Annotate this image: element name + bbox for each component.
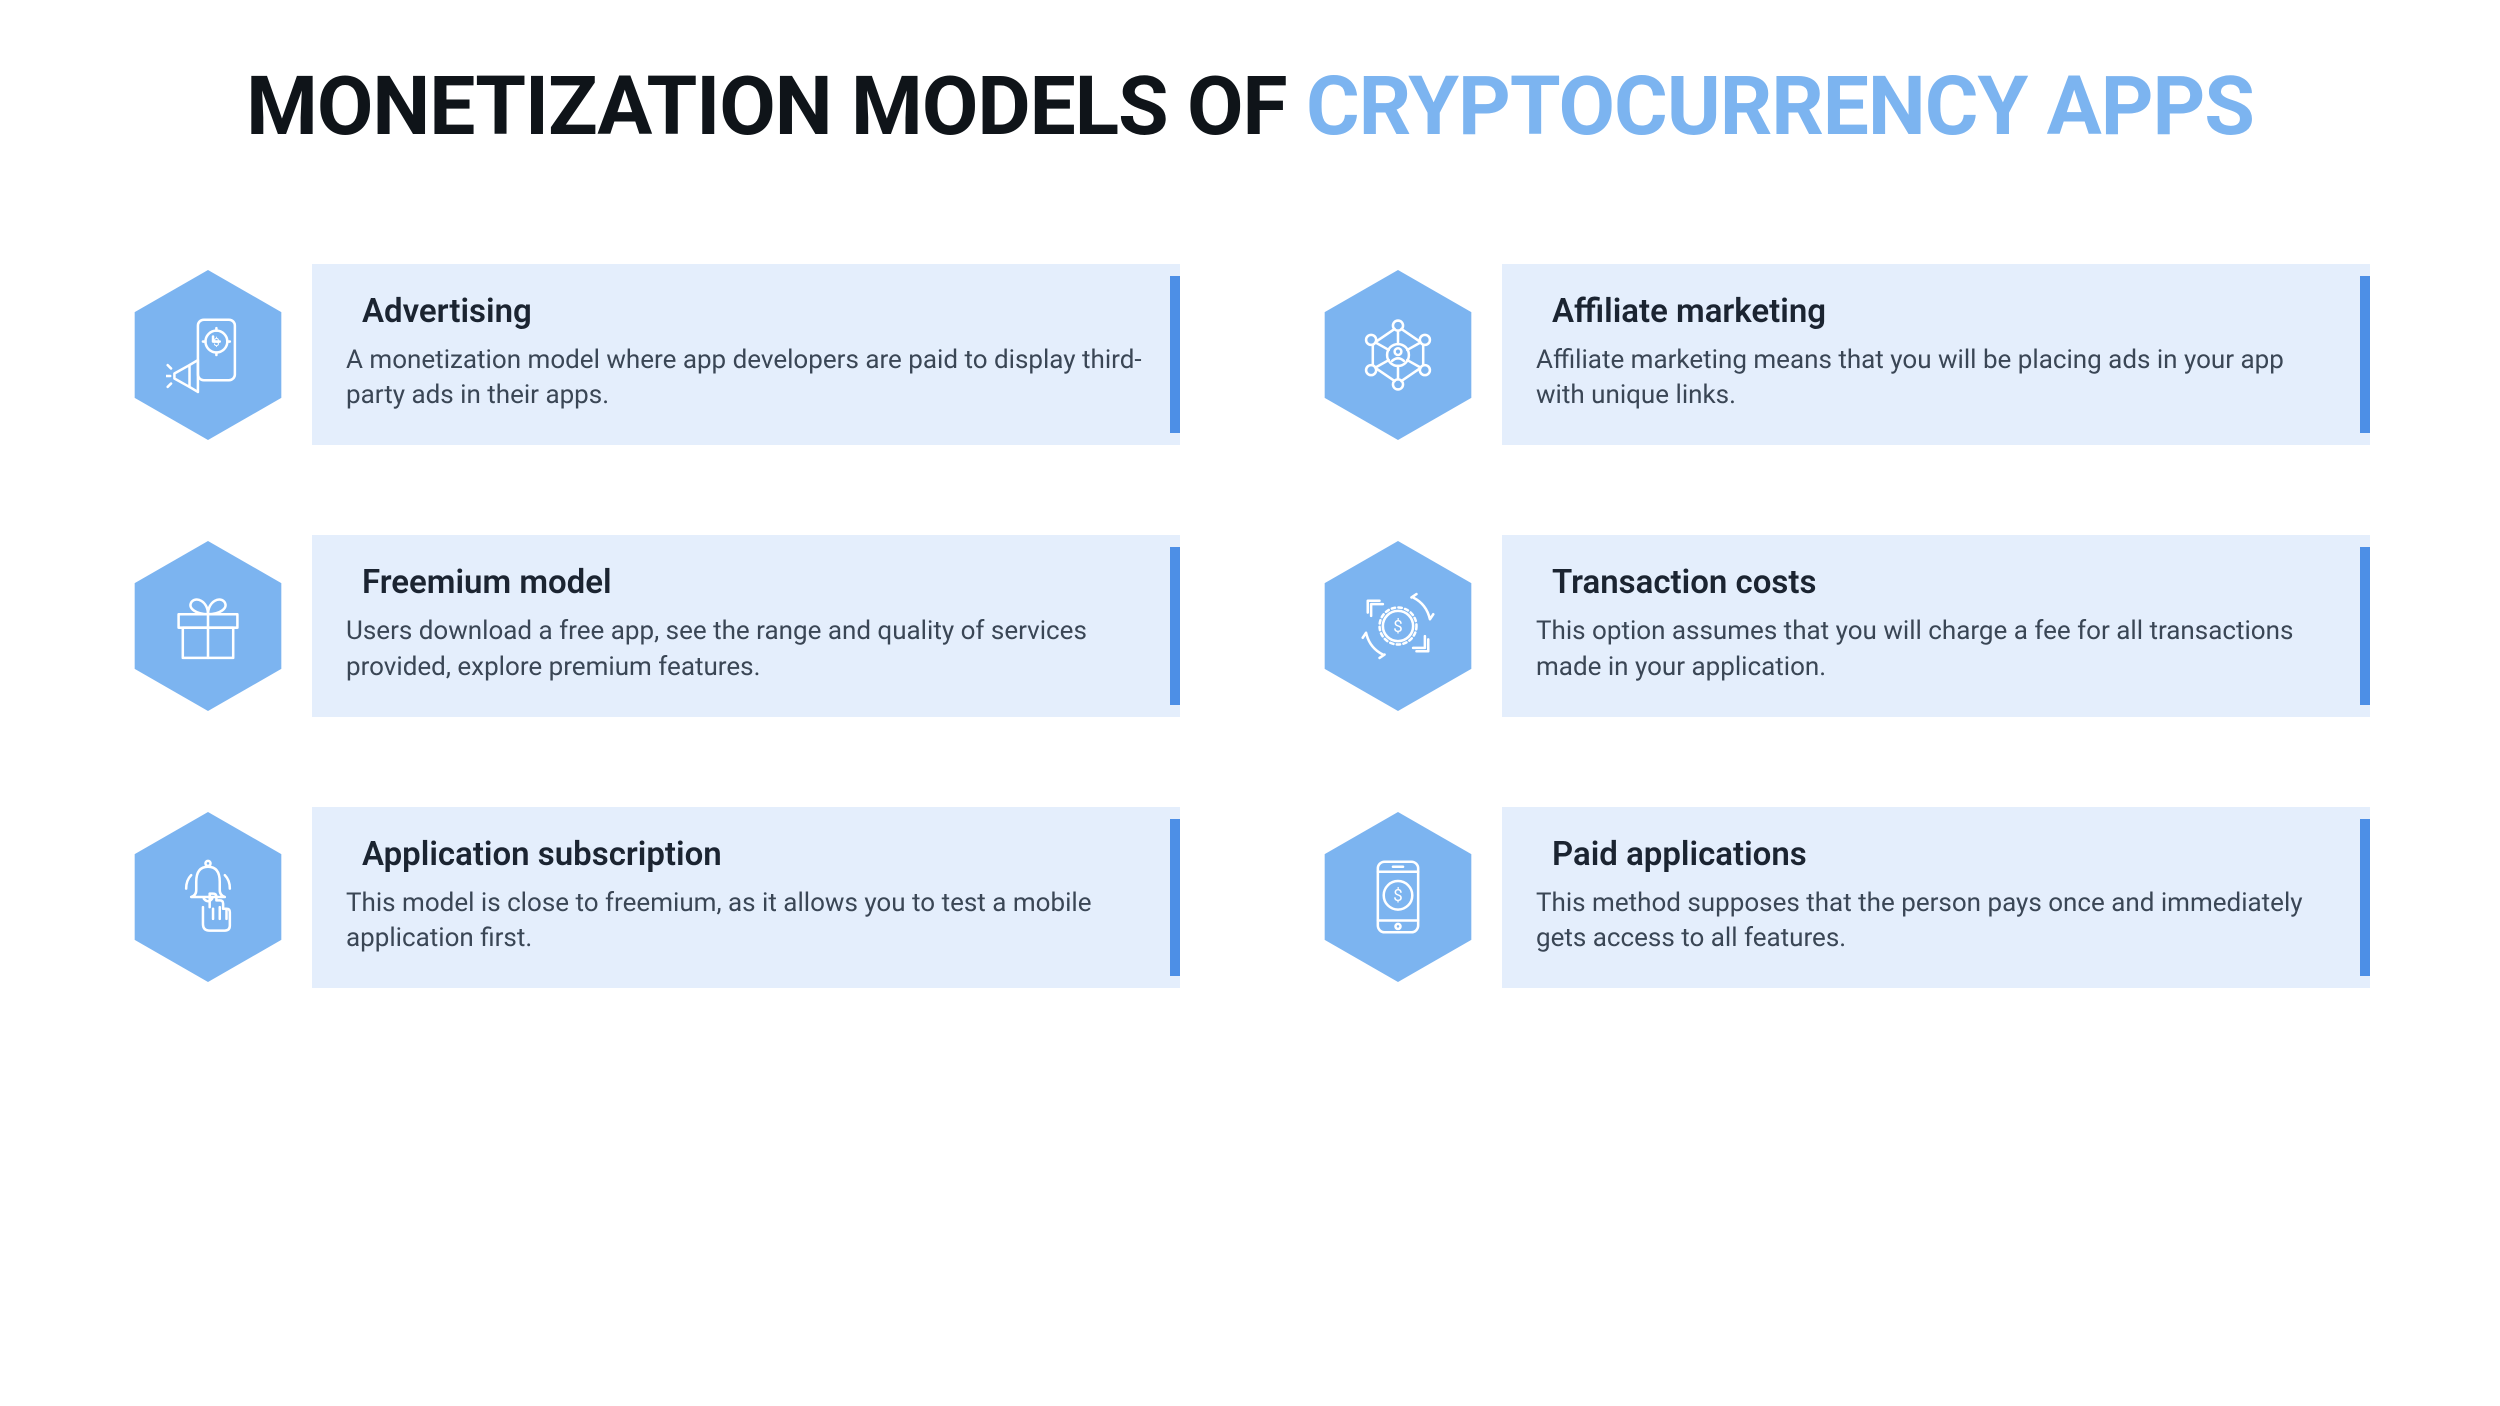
content-subscription: Application subscription This model is c… bbox=[312, 807, 1180, 988]
hexagon-affiliate bbox=[1320, 265, 1476, 445]
card-title: Freemium model bbox=[346, 563, 1146, 602]
content-advertising: Advertising A monetization model where a… bbox=[312, 264, 1180, 445]
card-desc: Affiliate marketing means that you will … bbox=[1536, 343, 2336, 413]
content-affiliate: Affiliate marketing Affiliate marketing … bbox=[1502, 264, 2370, 445]
svg-text:$: $ bbox=[1393, 886, 1402, 906]
transaction-icon: $ bbox=[1356, 584, 1440, 668]
card-desc: A monetization model where app developer… bbox=[346, 343, 1146, 413]
hexagon-freemium bbox=[130, 536, 286, 716]
title-part1: MONETIZATION MODELS OF bbox=[246, 59, 1306, 155]
hexagon-subscription bbox=[130, 807, 286, 987]
network-icon bbox=[1356, 313, 1440, 397]
card-subscription: Application subscription This model is c… bbox=[130, 807, 1180, 988]
content-paid: Paid applications This method supposes t… bbox=[1502, 807, 2370, 988]
cards-grid: $ Advertising A monetization model where… bbox=[110, 264, 2390, 988]
card-paid: $ Paid applications This method supposes… bbox=[1320, 807, 2370, 988]
bell-hand-icon bbox=[166, 855, 250, 939]
hexagon-advertising: $ bbox=[130, 265, 286, 445]
card-title: Transaction costs bbox=[1536, 563, 2336, 602]
content-freemium: Freemium model Users download a free app… bbox=[312, 535, 1180, 716]
gift-icon bbox=[166, 584, 250, 668]
card-title: Advertising bbox=[346, 292, 1146, 331]
hexagon-transaction: $ bbox=[1320, 536, 1476, 716]
card-desc: Users download a free app, see the range… bbox=[346, 614, 1146, 684]
card-title: Paid applications bbox=[1536, 835, 2336, 874]
card-desc: This option assumes that you will charge… bbox=[1536, 614, 2336, 684]
card-desc: This method supposes that the person pay… bbox=[1536, 886, 2336, 956]
card-title: Affiliate marketing bbox=[1536, 292, 2336, 331]
svg-text:$: $ bbox=[1393, 617, 1402, 637]
content-transaction: Transaction costs This option assumes th… bbox=[1502, 535, 2370, 716]
card-freemium: Freemium model Users download a free app… bbox=[130, 535, 1180, 716]
card-title: Application subscription bbox=[346, 835, 1146, 874]
hexagon-paid: $ bbox=[1320, 807, 1476, 987]
card-desc: This model is close to freemium, as it a… bbox=[346, 886, 1146, 956]
title-part2: CRYPTOCURRENCY APPS bbox=[1306, 59, 2254, 155]
page-title: MONETIZATION MODELS OF CRYPTOCURRENCY AP… bbox=[110, 60, 2390, 154]
megaphone-phone-icon: $ bbox=[166, 313, 250, 397]
card-transaction: $ Transaction costs This option assumes … bbox=[1320, 535, 2370, 716]
card-affiliate: Affiliate marketing Affiliate marketing … bbox=[1320, 264, 2370, 445]
svg-text:$: $ bbox=[213, 336, 219, 349]
phone-dollar-icon: $ bbox=[1356, 855, 1440, 939]
card-advertising: $ Advertising A monetization model where… bbox=[130, 264, 1180, 445]
